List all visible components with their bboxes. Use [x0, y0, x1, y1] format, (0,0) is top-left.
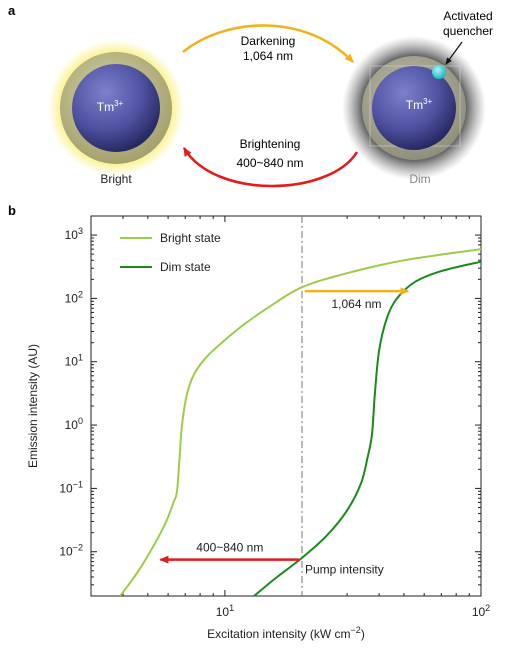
x-tick-label: 101 — [216, 603, 234, 619]
y-tick-label: 100 — [65, 416, 83, 432]
svg-text:Tm3+: Tm3+ — [97, 99, 124, 114]
darkening-label-line2: 1,064 nm — [243, 49, 293, 63]
core-sup: 3+ — [423, 97, 432, 106]
brightening-arrow — [182, 147, 359, 188]
x-tick-label: 102 — [472, 603, 490, 619]
core — [72, 64, 160, 152]
core-label: Tm — [406, 98, 423, 112]
svg-text:Tm3+: Tm3+ — [406, 97, 433, 112]
emission-chart: 103 102 101 100 10−1 10−2 101 102 Excitation int… — [26, 215, 490, 641]
plot-frame — [90, 215, 482, 597]
annotation-label: 400~840 nm — [196, 541, 263, 555]
bright-caption: Bright — [100, 172, 132, 186]
darkening-label-line1: Darkening — [241, 34, 296, 48]
quencher-label-line2: quencher — [443, 24, 493, 38]
quencher — [432, 65, 446, 79]
darkening-arrow — [182, 24, 354, 63]
brightening-label-line2: 400~840 nm — [236, 156, 303, 170]
core-sup: 3+ — [114, 99, 123, 108]
dim-particle: Tm3+ — [342, 36, 486, 180]
quencher-label-line1: Activated — [443, 9, 492, 23]
brightening-label-line1: Brightening — [240, 137, 301, 151]
bright-particle: Tm3+ — [48, 40, 184, 176]
bright-state-line — [119, 248, 481, 596]
y-tick-label: 10−1 — [59, 479, 83, 495]
y-tick-label: 10−2 — [59, 543, 83, 559]
panel-a-label: a — [8, 3, 16, 18]
core — [372, 66, 456, 150]
legend-label: Bright state — [160, 231, 221, 245]
y-tick-label: 102 — [65, 289, 83, 305]
y-tick-label: 101 — [65, 353, 83, 369]
annotation-label: 1,064 nm — [331, 297, 381, 311]
dim-caption: Dim — [409, 172, 430, 186]
panel-b-label: b — [8, 203, 16, 218]
y-axis-label: Emission intensity (AU) — [26, 344, 40, 468]
core-label: Tm — [97, 100, 114, 114]
quencher-pointer — [445, 41, 463, 65]
x-axis-label: Excitation intensity (kW cm−2) — [207, 625, 365, 641]
legend-label: Dim state — [160, 260, 211, 274]
dim-state-line — [253, 260, 481, 596]
y-tick-label: 103 — [65, 226, 83, 242]
pump-intensity-label: Pump intensity — [305, 563, 384, 577]
